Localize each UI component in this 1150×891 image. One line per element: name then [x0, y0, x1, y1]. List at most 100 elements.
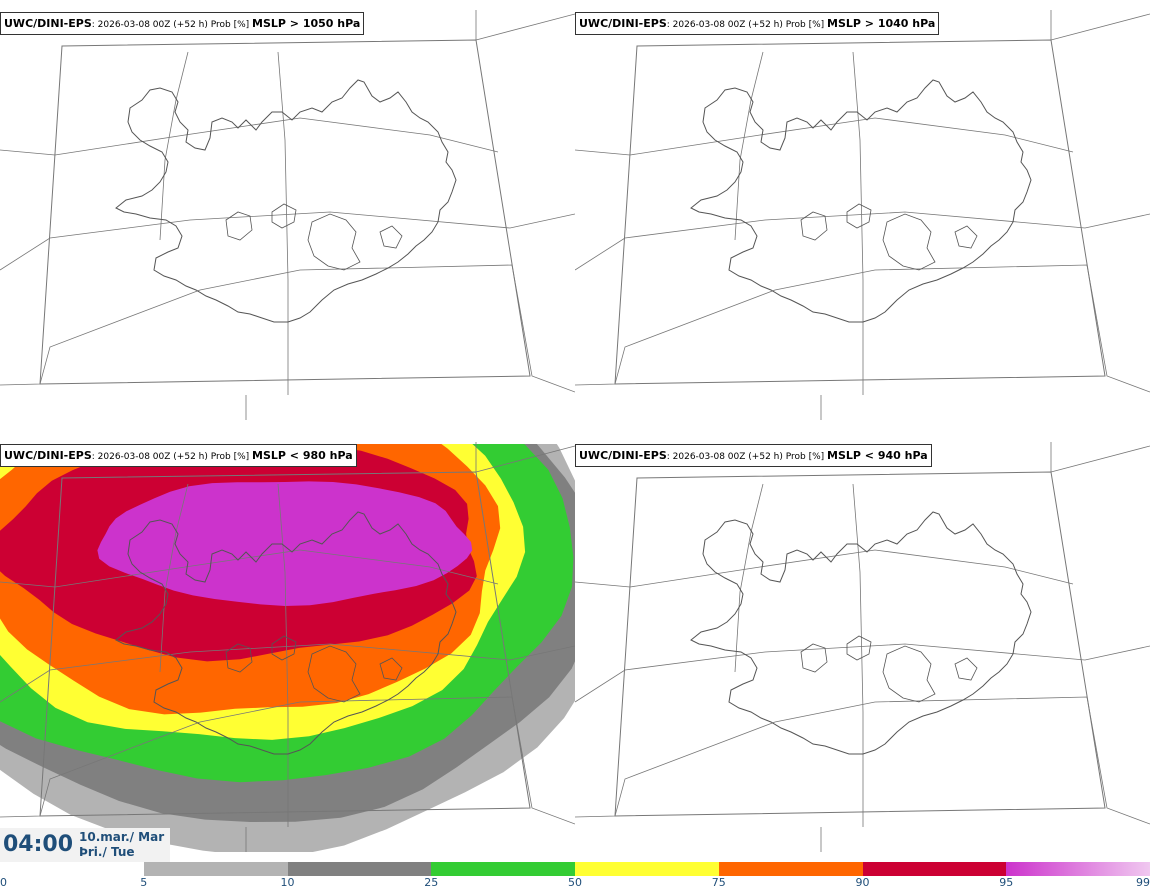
- valid-date-line1: 10.mar./ Mar: [79, 830, 165, 844]
- graticule-line: [475, 13, 575, 41]
- colorbar-segment: [1006, 862, 1150, 876]
- map-panel-mslp-gt-1050: UWC/DINI-EPS: 2026-03-08 00Z (+52 h) Pro…: [0, 0, 575, 420]
- colorbar-segment: [143, 862, 288, 876]
- map-canvas: [0, 10, 575, 420]
- graticule-line: [575, 117, 1074, 156]
- graticule-line: [0, 264, 575, 393]
- graticule-line: [0, 211, 575, 271]
- graticule-line: [0, 549, 499, 588]
- colorbar-tick-label: 50: [568, 876, 582, 889]
- panel-title: UWC/DINI-EPS: 2026-03-08 00Z (+52 h) Pro…: [0, 444, 357, 467]
- graticule-line: [575, 264, 1150, 393]
- model-source: UWC/DINI-EPS: [4, 17, 92, 30]
- graticule-line: [0, 117, 499, 156]
- lake-outline: [800, 211, 828, 241]
- lake-outline: [225, 211, 253, 241]
- model-domain-boundary: [39, 39, 531, 385]
- map-canvas: [0, 432, 575, 852]
- graticule-line: [159, 51, 189, 241]
- panel-title: UWC/DINI-EPS: 2026-03-08 00Z (+52 h) Pro…: [0, 12, 365, 35]
- panel-title: UWC/DINI-EPS: 2026-03-08 00Z (+52 h) Pro…: [575, 444, 932, 467]
- lake-outline: [271, 635, 297, 661]
- map-canvas: [575, 10, 1150, 420]
- colorbar-tick-label: 90: [855, 876, 870, 889]
- model-source: UWC/DINI-EPS: [579, 449, 667, 462]
- model-source: UWC/DINI-EPS: [579, 17, 667, 30]
- lake-outline: [846, 203, 872, 229]
- valid-date: 10.mar./ Mar Þri./ Tue: [79, 830, 164, 860]
- iceland-coastline: [115, 511, 457, 755]
- map-features: [0, 10, 575, 420]
- graticule-line: [734, 51, 764, 241]
- model-domain-boundary: [614, 471, 1106, 817]
- lake-outline: [379, 657, 403, 681]
- field-edge-mask: [0, 432, 575, 444]
- iceland-coastline: [115, 79, 457, 323]
- lake-outline: [225, 643, 253, 673]
- graticule-line: [575, 211, 1150, 271]
- model-domain-boundary: [614, 39, 1106, 385]
- graticule-line: [852, 483, 864, 827]
- lake-outline: [954, 225, 978, 249]
- colorbar-segment: [287, 862, 432, 876]
- colorbar-segment: [431, 862, 575, 876]
- map-panel-mslp-lt-980: UWC/DINI-EPS: 2026-03-08 00Z (+52 h) Pro…: [0, 432, 575, 852]
- graticule-line: [475, 445, 575, 473]
- lake-outline: [379, 225, 403, 249]
- lake-outline: [271, 203, 297, 229]
- colorbar-tick-label: 5: [140, 876, 148, 889]
- colorbar-segment: [0, 862, 144, 876]
- lake-outline: [800, 643, 828, 673]
- model-source: UWC/DINI-EPS: [4, 449, 92, 462]
- prob-band-95: [97, 481, 473, 606]
- graticule-line: [852, 51, 864, 395]
- run-info: : 2026-03-08 00Z (+52 h) Prob [%]: [91, 452, 253, 462]
- graticule-line: [575, 549, 1074, 588]
- variable-label: MSLP < 940 hPa: [827, 449, 928, 462]
- graticule-line: [0, 643, 575, 703]
- colorbar-tick-label: 99: [1136, 876, 1150, 889]
- colorbar-tick-label: 10: [280, 876, 295, 889]
- colorbar-tick-label: 0: [0, 876, 7, 889]
- graticule-line: [575, 643, 1150, 703]
- colorbar-segment: [718, 862, 863, 876]
- run-info: : 2026-03-08 00Z (+52 h) Prob [%]: [91, 20, 253, 30]
- valid-time: 04:00: [3, 832, 74, 857]
- run-info: : 2026-03-08 00Z (+52 h) Prob [%]: [666, 452, 828, 462]
- model-domain-boundary: [39, 471, 531, 817]
- run-info: : 2026-03-08 00Z (+52 h) Prob [%]: [666, 20, 828, 30]
- graticule-line: [575, 696, 1150, 825]
- colorbar-tick-label: 25: [424, 876, 439, 889]
- graticule-line: [277, 51, 289, 395]
- valid-time-box: 04:00 10.mar./ Mar Þri./ Tue: [0, 828, 170, 862]
- colorbar-tick-label: 75: [711, 876, 726, 889]
- graticule-line: [159, 483, 189, 673]
- colorbar: [0, 862, 1150, 876]
- map-panel-mslp-gt-1040: UWC/DINI-EPS: 2026-03-08 00Z (+52 h) Pro…: [575, 0, 1150, 420]
- lake-outline: [846, 635, 872, 661]
- lake-outline: [307, 645, 361, 703]
- graticule-line: [0, 696, 575, 825]
- lake-outline: [882, 213, 936, 271]
- panel-title: UWC/DINI-EPS: 2026-03-08 00Z (+52 h) Pro…: [575, 12, 940, 35]
- variable-label: MSLP > 1040 hPa: [827, 17, 936, 30]
- variable-label: MSLP > 1050 hPa: [252, 17, 361, 30]
- graticule-line: [1050, 13, 1150, 41]
- graticule-line: [734, 483, 764, 673]
- map-features: [0, 442, 575, 852]
- iceland-coastline: [690, 79, 1032, 323]
- colorbar-segment: [575, 862, 719, 876]
- graticule-line: [1050, 445, 1150, 473]
- map-features: [575, 442, 1150, 852]
- colorbar-tick-label: 95: [999, 876, 1014, 889]
- map-canvas: [575, 442, 1150, 852]
- valid-date-line2: Þri./ Tue: [79, 845, 135, 859]
- variable-label: MSLP < 980 hPa: [252, 449, 353, 462]
- map-features: [575, 10, 1150, 420]
- colorbar-labels: 0 5 10 25 50 75 90 95 99: [0, 876, 1150, 890]
- lake-outline: [307, 213, 361, 271]
- probability-field: [0, 432, 575, 852]
- colorbar-segment: [862, 862, 1007, 876]
- iceland-coastline: [690, 511, 1032, 755]
- lake-outline: [882, 645, 936, 703]
